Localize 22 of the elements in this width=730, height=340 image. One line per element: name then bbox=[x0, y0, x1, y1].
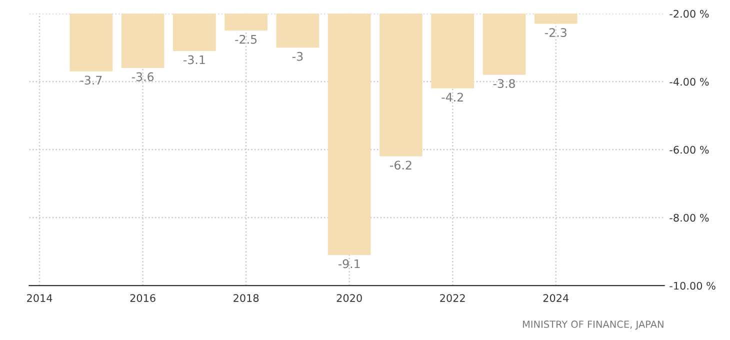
y-tick-label: -10.00 % bbox=[670, 282, 716, 290]
data-label: -6.2 bbox=[390, 160, 412, 170]
y-tick-label: -4.00 % bbox=[670, 78, 709, 86]
data-label: -4.2 bbox=[442, 92, 463, 102]
x-tick-label: 2014 bbox=[27, 294, 52, 302]
x-tick-label: 2020 bbox=[336, 294, 362, 302]
y-tick-label: -2.00 % bbox=[670, 10, 709, 18]
x-tick-label: 2024 bbox=[543, 294, 569, 302]
data-label: -9.1 bbox=[338, 259, 360, 268]
x-tick-label: 2018 bbox=[234, 294, 259, 302]
y-tick-label: -6.00 % bbox=[670, 146, 709, 154]
data-label: -3.1 bbox=[183, 55, 205, 64]
data-label: -3.8 bbox=[493, 79, 515, 88]
text: MINISTRY OF FINANCE, JAPAN bbox=[522, 320, 664, 330]
x-tick-label: 2022 bbox=[440, 294, 465, 302]
y-tick-label: -8.00 % bbox=[670, 214, 709, 222]
data-label: -3.7 bbox=[80, 76, 102, 85]
data-label: -3 bbox=[292, 52, 303, 61]
data-label: -2.3 bbox=[544, 28, 566, 38]
x-tick-label: 2016 bbox=[130, 294, 156, 302]
data-label: -3.6 bbox=[132, 72, 154, 82]
data-label: -2.5 bbox=[235, 34, 257, 44]
